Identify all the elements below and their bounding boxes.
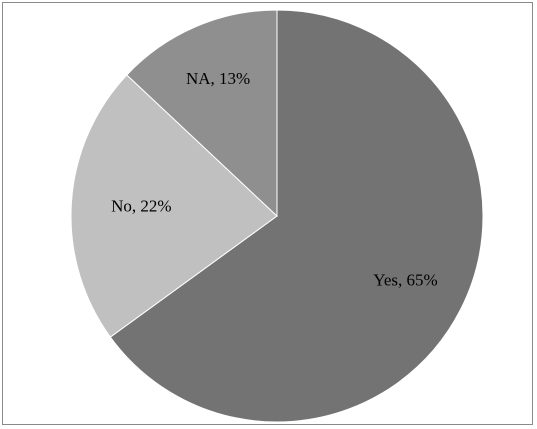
- data-label-yes: Yes, 65%: [373, 270, 437, 289]
- pie-slice-yes: [109, 9, 484, 423]
- data-label-na: NA, 13%: [186, 69, 250, 88]
- pie-slice-no: [70, 74, 278, 338]
- data-label-no: No, 22%: [111, 196, 171, 215]
- pie-slices: [70, 9, 484, 423]
- pie-labels: Yes, 65% No, 22% NA, 13%: [111, 69, 438, 290]
- pie-slice-na: [126, 9, 278, 218]
